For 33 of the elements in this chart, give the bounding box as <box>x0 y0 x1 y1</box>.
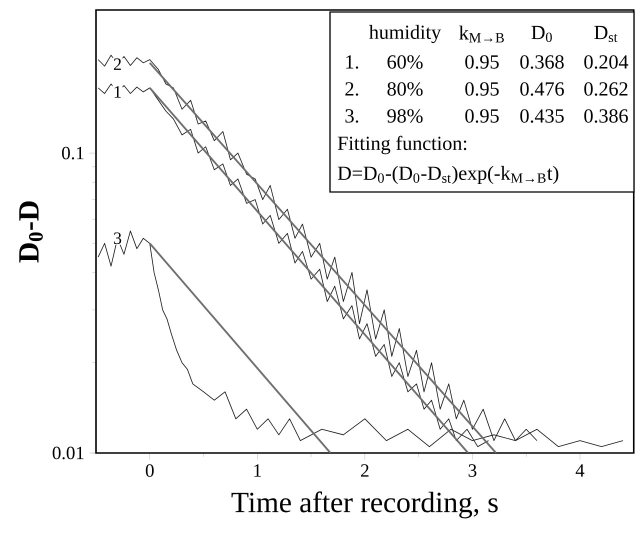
annotation: k$_{M→B}$ <box>459 26 504 42</box>
series-label: 1 <box>114 86 121 98</box>
x-tick-label: 2 <box>361 464 369 477</box>
annotation: D$_{st}$ <box>594 26 618 42</box>
y-tick-label: 0.01 <box>52 446 84 460</box>
x-axis-title: Time after recording, s <box>232 491 498 518</box>
annotation: 0.95 <box>465 82 499 96</box>
annotation: 0.476 <box>520 82 564 96</box>
annotation: 0.262 <box>584 82 628 96</box>
x-tick-label: 4 <box>576 464 584 477</box>
annotation: 0.204 <box>584 55 628 69</box>
annotation: Fitting function: <box>338 136 466 154</box>
annotation: 98% <box>387 109 423 123</box>
series-label: 3 <box>114 232 122 244</box>
annotation: 0.95 <box>465 55 499 69</box>
annotation: 2. <box>345 82 358 96</box>
x-tick-label: 3 <box>468 464 476 477</box>
y-tick-label: 0.1 <box>62 146 84 160</box>
annotation: 3. <box>345 109 358 123</box>
annotation: 80% <box>387 82 423 96</box>
annotation: 60% <box>388 55 423 69</box>
annotation: 0.386 <box>584 109 628 123</box>
series-label: 2 <box>114 58 121 70</box>
annotation: humidity <box>369 24 442 44</box>
annotation: 1. <box>346 55 358 69</box>
annotation: 0.368 <box>520 55 564 69</box>
annotation: 0.435 <box>520 109 564 123</box>
x-tick-label: 0 <box>146 464 154 477</box>
text: D=D$_{0}$-(D$_{0}$-D$_{st}$)exp(-k$_{M→B}$t) <box>338 166 558 184</box>
annotation: D$_{0}$ <box>532 26 552 42</box>
x-tick-label: 1 <box>254 464 261 477</box>
annotation: 0.95 <box>465 109 499 123</box>
y-axis-title: D$_{0}$-D <box>19 201 43 263</box>
